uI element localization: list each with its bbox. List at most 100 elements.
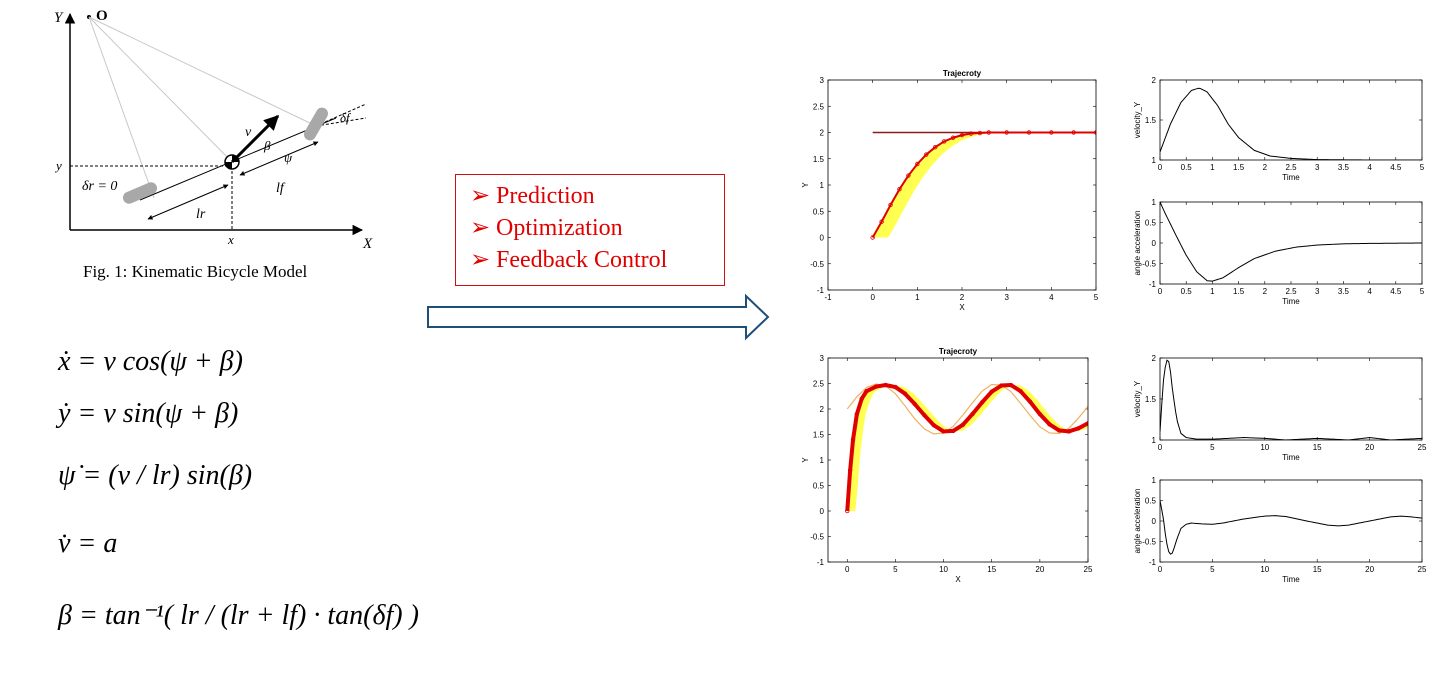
trajectory-point <box>1028 399 1033 405</box>
x-tick-label: 0 <box>1158 443 1163 452</box>
ray-to-center <box>88 16 233 163</box>
plot-area <box>1160 202 1422 282</box>
origin-label: O <box>96 8 108 24</box>
x-tick-label: 10 <box>1260 565 1269 574</box>
y-tick-label: -1 <box>817 286 825 295</box>
x-axis-label: Time <box>1282 575 1300 584</box>
trajectory-point <box>850 437 856 442</box>
trajectory-point <box>854 411 860 417</box>
x-tick-label: 2 <box>960 293 965 302</box>
x-tick-label: 4.5 <box>1390 287 1402 296</box>
trajectory-point <box>970 411 975 417</box>
x-axis-label: Time <box>1282 297 1300 306</box>
trajectory-line <box>845 383 1088 512</box>
x-tick-label: 10 <box>939 565 948 574</box>
y-tick-label: 0.5 <box>813 482 825 491</box>
trajectory-point <box>1004 130 1009 135</box>
trajectory-point <box>1008 382 1014 388</box>
y-tick-label: 2 <box>1152 354 1157 363</box>
trajectory-point <box>960 422 966 428</box>
mpc-steps-box: ➢ Prediction ➢ Optimization ➢ Feedback Cont… <box>455 174 725 286</box>
trajectory-point <box>941 139 947 144</box>
trajectory-point <box>968 131 974 136</box>
trajectory-point <box>1047 422 1052 427</box>
plot-area <box>1160 500 1422 555</box>
x-tick-label: 0.5 <box>1181 287 1193 296</box>
velocity-chart-1: 0 0.5 1 1.5 2 2.5 3 3.5 4 4.5 5 1 1.5 2 Time velocity_Y <box>1133 76 1425 182</box>
x-axis-label: Time <box>1282 453 1300 462</box>
x-tick-label: 20 <box>1365 443 1374 452</box>
ray-to-rear <box>88 16 155 199</box>
x-axis-label: X <box>362 236 373 252</box>
y-tick-label: 1.5 <box>1145 116 1157 125</box>
y-tick-label: 2 <box>820 405 825 414</box>
arrow-bullet-icon: ➢ <box>470 215 491 241</box>
y-tick-label: -0.5 <box>1142 260 1156 269</box>
prediction-band <box>872 132 1096 238</box>
trajectory-point <box>1018 388 1023 394</box>
trajectory-point <box>864 388 869 394</box>
y-tick-label: 0 <box>820 234 825 243</box>
x-tick-label: 2.5 <box>1285 287 1297 296</box>
x-tick-label: 5 <box>1420 163 1425 172</box>
trajectory-point <box>1037 411 1043 417</box>
trajectory-point <box>902 391 908 396</box>
step-prediction: ➢ Prediction <box>470 180 724 212</box>
x-tick-label: 0.5 <box>1181 163 1193 172</box>
velocity-arrow <box>230 114 280 164</box>
y-tick-label: 0 <box>820 507 825 516</box>
x-tick-label: 2 <box>1263 163 1268 172</box>
y-tick-label: 3 <box>820 354 825 363</box>
x-tick-label: 5 <box>1210 443 1215 452</box>
y-axis-label: Y <box>54 10 64 26</box>
x-tick-label: 2.5 <box>1285 163 1297 172</box>
figure-caption: Fig. 1: Kinematic Bicycle Model <box>83 262 308 281</box>
y-tick-label: 2.5 <box>813 380 825 389</box>
plot-frame <box>1159 357 1423 441</box>
trajectory-point <box>932 144 938 150</box>
trajectory-point <box>847 467 853 473</box>
plot-frame <box>827 79 1097 291</box>
x-tick-label: 15 <box>987 565 996 574</box>
series-line <box>1160 359 1422 440</box>
delta-r-label: δr = 0 <box>82 179 117 194</box>
front-wheel <box>304 107 328 141</box>
steer-direction <box>315 117 367 127</box>
rear-wheel <box>122 182 158 204</box>
x-tick-label: 3.5 <box>1338 163 1350 172</box>
trajectory-point <box>979 400 985 405</box>
y-tick-label: -1 <box>1149 280 1157 289</box>
series-line <box>1160 500 1422 555</box>
trajectory-point <box>986 130 991 135</box>
chart-title: Trajecroty <box>939 347 978 356</box>
trajectory-point <box>1085 421 1088 426</box>
x-tick-label: 3 <box>1315 163 1320 172</box>
x-tick-label: 1 <box>915 293 920 302</box>
trajectory-point <box>941 429 946 434</box>
y-axis-label: velocity_Y <box>1133 101 1142 138</box>
trajectory-chart-1: Trajecroty -1 0 1 2 3 4 5 -1 -0.5 0 0.5 1 1.5 2 2.5 3 X Y <box>801 69 1099 312</box>
x-tick-label: 5 <box>1094 293 1099 302</box>
y-tick-label: -0.5 <box>810 533 824 542</box>
y-tick-label: 0 <box>1152 239 1157 248</box>
x-tick-label: -1 <box>824 293 832 302</box>
x-tick-label: 0 <box>870 293 875 302</box>
y-tick-label: y <box>54 158 62 173</box>
plot-area <box>845 382 1088 514</box>
trajectory-point <box>977 130 983 136</box>
y-tick-label: 1 <box>820 181 825 190</box>
plot-area <box>870 130 1096 240</box>
trajectory-point <box>1026 130 1032 135</box>
trajectory-point <box>999 383 1004 388</box>
step-optimization: ➢ Optimization <box>470 212 724 244</box>
series-line <box>1160 202 1422 282</box>
velocity-chart-2: 0 5 10 15 20 25 1 1.5 2 Time velocity_Y <box>1133 354 1427 462</box>
x-tick-label: 3.5 <box>1338 287 1350 296</box>
heading-extension <box>315 103 367 127</box>
x-tick-label: 1 <box>1210 163 1215 172</box>
lf-label: lf <box>276 181 286 196</box>
y-tick-label: -0.5 <box>1142 538 1156 547</box>
y-tick-label: 1 <box>1152 156 1157 165</box>
y-tick-label: 1.5 <box>813 155 825 164</box>
